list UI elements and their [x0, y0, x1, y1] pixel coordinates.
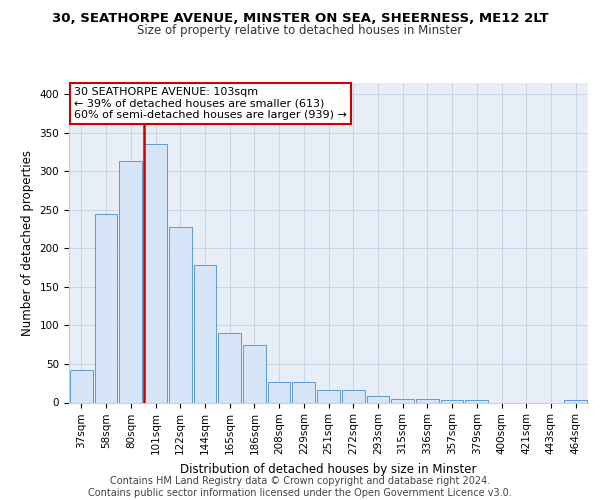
Bar: [119, 161, 142, 402]
Bar: [144, 144, 167, 403]
Bar: [416, 398, 439, 402]
Bar: [268, 382, 290, 402]
Bar: [292, 382, 315, 402]
Bar: [317, 390, 340, 402]
Y-axis label: Number of detached properties: Number of detached properties: [21, 150, 34, 336]
Bar: [564, 400, 587, 402]
Bar: [441, 400, 463, 402]
Text: 30, SEATHORPE AVENUE, MINSTER ON SEA, SHEERNESS, ME12 2LT: 30, SEATHORPE AVENUE, MINSTER ON SEA, SH…: [52, 12, 548, 26]
X-axis label: Distribution of detached houses by size in Minster: Distribution of detached houses by size …: [180, 462, 477, 475]
Text: 30 SEATHORPE AVENUE: 103sqm
← 39% of detached houses are smaller (613)
60% of se: 30 SEATHORPE AVENUE: 103sqm ← 39% of det…: [74, 88, 347, 120]
Text: Size of property relative to detached houses in Minster: Size of property relative to detached ho…: [137, 24, 463, 37]
Bar: [367, 396, 389, 402]
Bar: [243, 346, 266, 403]
Bar: [169, 226, 191, 402]
Bar: [70, 370, 93, 402]
Bar: [218, 333, 241, 402]
Bar: [194, 265, 216, 402]
Bar: [342, 390, 365, 402]
Bar: [391, 400, 414, 402]
Text: Contains HM Land Registry data © Crown copyright and database right 2024.
Contai: Contains HM Land Registry data © Crown c…: [88, 476, 512, 498]
Bar: [95, 214, 118, 402]
Bar: [466, 400, 488, 402]
